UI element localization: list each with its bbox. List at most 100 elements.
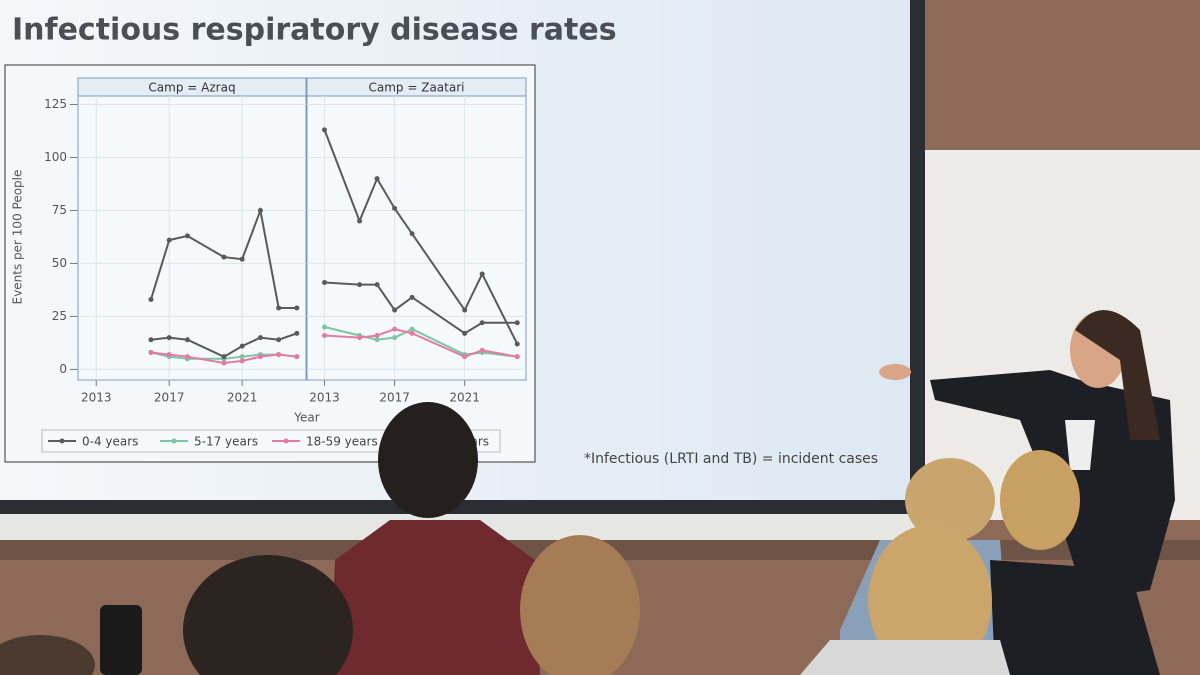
x-tick-label: 2013 [81, 391, 112, 405]
data-point [374, 282, 380, 288]
data-point [357, 282, 363, 288]
data-point [322, 324, 328, 330]
bottle [100, 605, 142, 675]
data-point [239, 343, 245, 349]
series-line [150, 351, 297, 365]
data-point [221, 254, 227, 260]
student-head [868, 525, 992, 675]
series-line [323, 129, 519, 345]
student-head [1000, 450, 1080, 550]
student-head [183, 555, 353, 675]
data-point [392, 307, 398, 313]
data-point [409, 326, 415, 332]
data-point [294, 305, 300, 311]
x-tick-label: 2017 [379, 391, 410, 405]
data-point [184, 337, 190, 343]
student-shirt [330, 520, 540, 675]
data-point [239, 256, 245, 262]
data-point [374, 176, 380, 182]
data-point [239, 354, 245, 360]
student-head [0, 635, 95, 675]
x-axis-label: Year [293, 411, 319, 425]
y-tick-label: 100 [44, 150, 67, 164]
legend-swatch-dot [59, 438, 65, 444]
panel-title: Camp = Azraq [148, 81, 235, 95]
y-tick-label: 25 [52, 309, 67, 323]
data-point [462, 307, 468, 313]
x-tick-label: 2013 [309, 391, 340, 405]
data-point [462, 330, 468, 336]
y-tick-label: 75 [52, 203, 67, 217]
x-tick-label: 2021 [449, 391, 480, 405]
legend-label: 18-59 years [306, 435, 378, 449]
data-point [409, 294, 415, 300]
data-point [409, 330, 415, 336]
data-point [322, 280, 328, 286]
y-tick-label: 50 [52, 256, 67, 270]
data-point [276, 305, 282, 311]
y-tick-label: 125 [44, 97, 67, 111]
data-point [479, 347, 485, 353]
data-point [479, 320, 485, 326]
data-point [184, 233, 190, 239]
series-line [150, 332, 298, 358]
data-point [514, 354, 520, 360]
student-head [905, 458, 995, 542]
series-line [324, 326, 518, 358]
series-line [324, 281, 518, 335]
x-tick-label: 2021 [227, 391, 258, 405]
presenter-hair [1075, 310, 1160, 440]
series-line [324, 328, 518, 358]
student-head [520, 535, 640, 675]
data-point [148, 337, 154, 343]
slide-title: Infectious respiratory disease rates [12, 13, 617, 48]
data-point [514, 341, 520, 347]
data-point [357, 218, 363, 224]
data-point [392, 335, 398, 341]
data-point [462, 354, 468, 360]
legend-label: 0-4 years [82, 435, 138, 449]
panel-plot [306, 95, 527, 381]
data-point [221, 354, 227, 360]
x-tick-label: 2017 [154, 391, 185, 405]
data-point [392, 205, 398, 211]
screen-frame [910, 0, 925, 512]
footnote: *Infectious (LRTI and TB) = incident cas… [584, 451, 878, 467]
data-point [221, 360, 227, 366]
data-point [322, 332, 328, 338]
data-point [148, 296, 154, 302]
data-point [166, 237, 172, 243]
legend-label: 5-17 years [194, 435, 258, 449]
data-point [322, 127, 328, 133]
presenter-hand [879, 364, 911, 380]
y-axis-label: Events per 100 People [11, 170, 25, 305]
data-point [294, 330, 300, 336]
data-point [479, 271, 485, 277]
student-jacket [990, 560, 1160, 675]
data-point [409, 231, 415, 237]
data-point [257, 335, 263, 341]
data-point [276, 337, 282, 343]
data-point [514, 320, 520, 326]
data-point [294, 354, 300, 360]
data-point [239, 358, 245, 364]
y-tick-label: 0 [59, 362, 67, 376]
data-point [166, 352, 172, 358]
data-point [392, 326, 398, 332]
data-point [166, 335, 172, 341]
data-point [257, 354, 263, 360]
data-point [374, 332, 380, 338]
presenter-shirt [1065, 420, 1095, 470]
screen-frame [0, 500, 925, 514]
data-point [374, 337, 380, 343]
student-head [378, 402, 478, 518]
data-point [257, 207, 263, 213]
student-shirt [800, 640, 1010, 675]
series-line [150, 206, 297, 309]
legend-swatch-dot [283, 438, 289, 444]
chart: Events per 100 People Year 0 25 50 75 100 125 Ca… [11, 77, 527, 453]
panel-title: Camp = Zaatari [369, 81, 465, 95]
data-point [276, 352, 282, 358]
